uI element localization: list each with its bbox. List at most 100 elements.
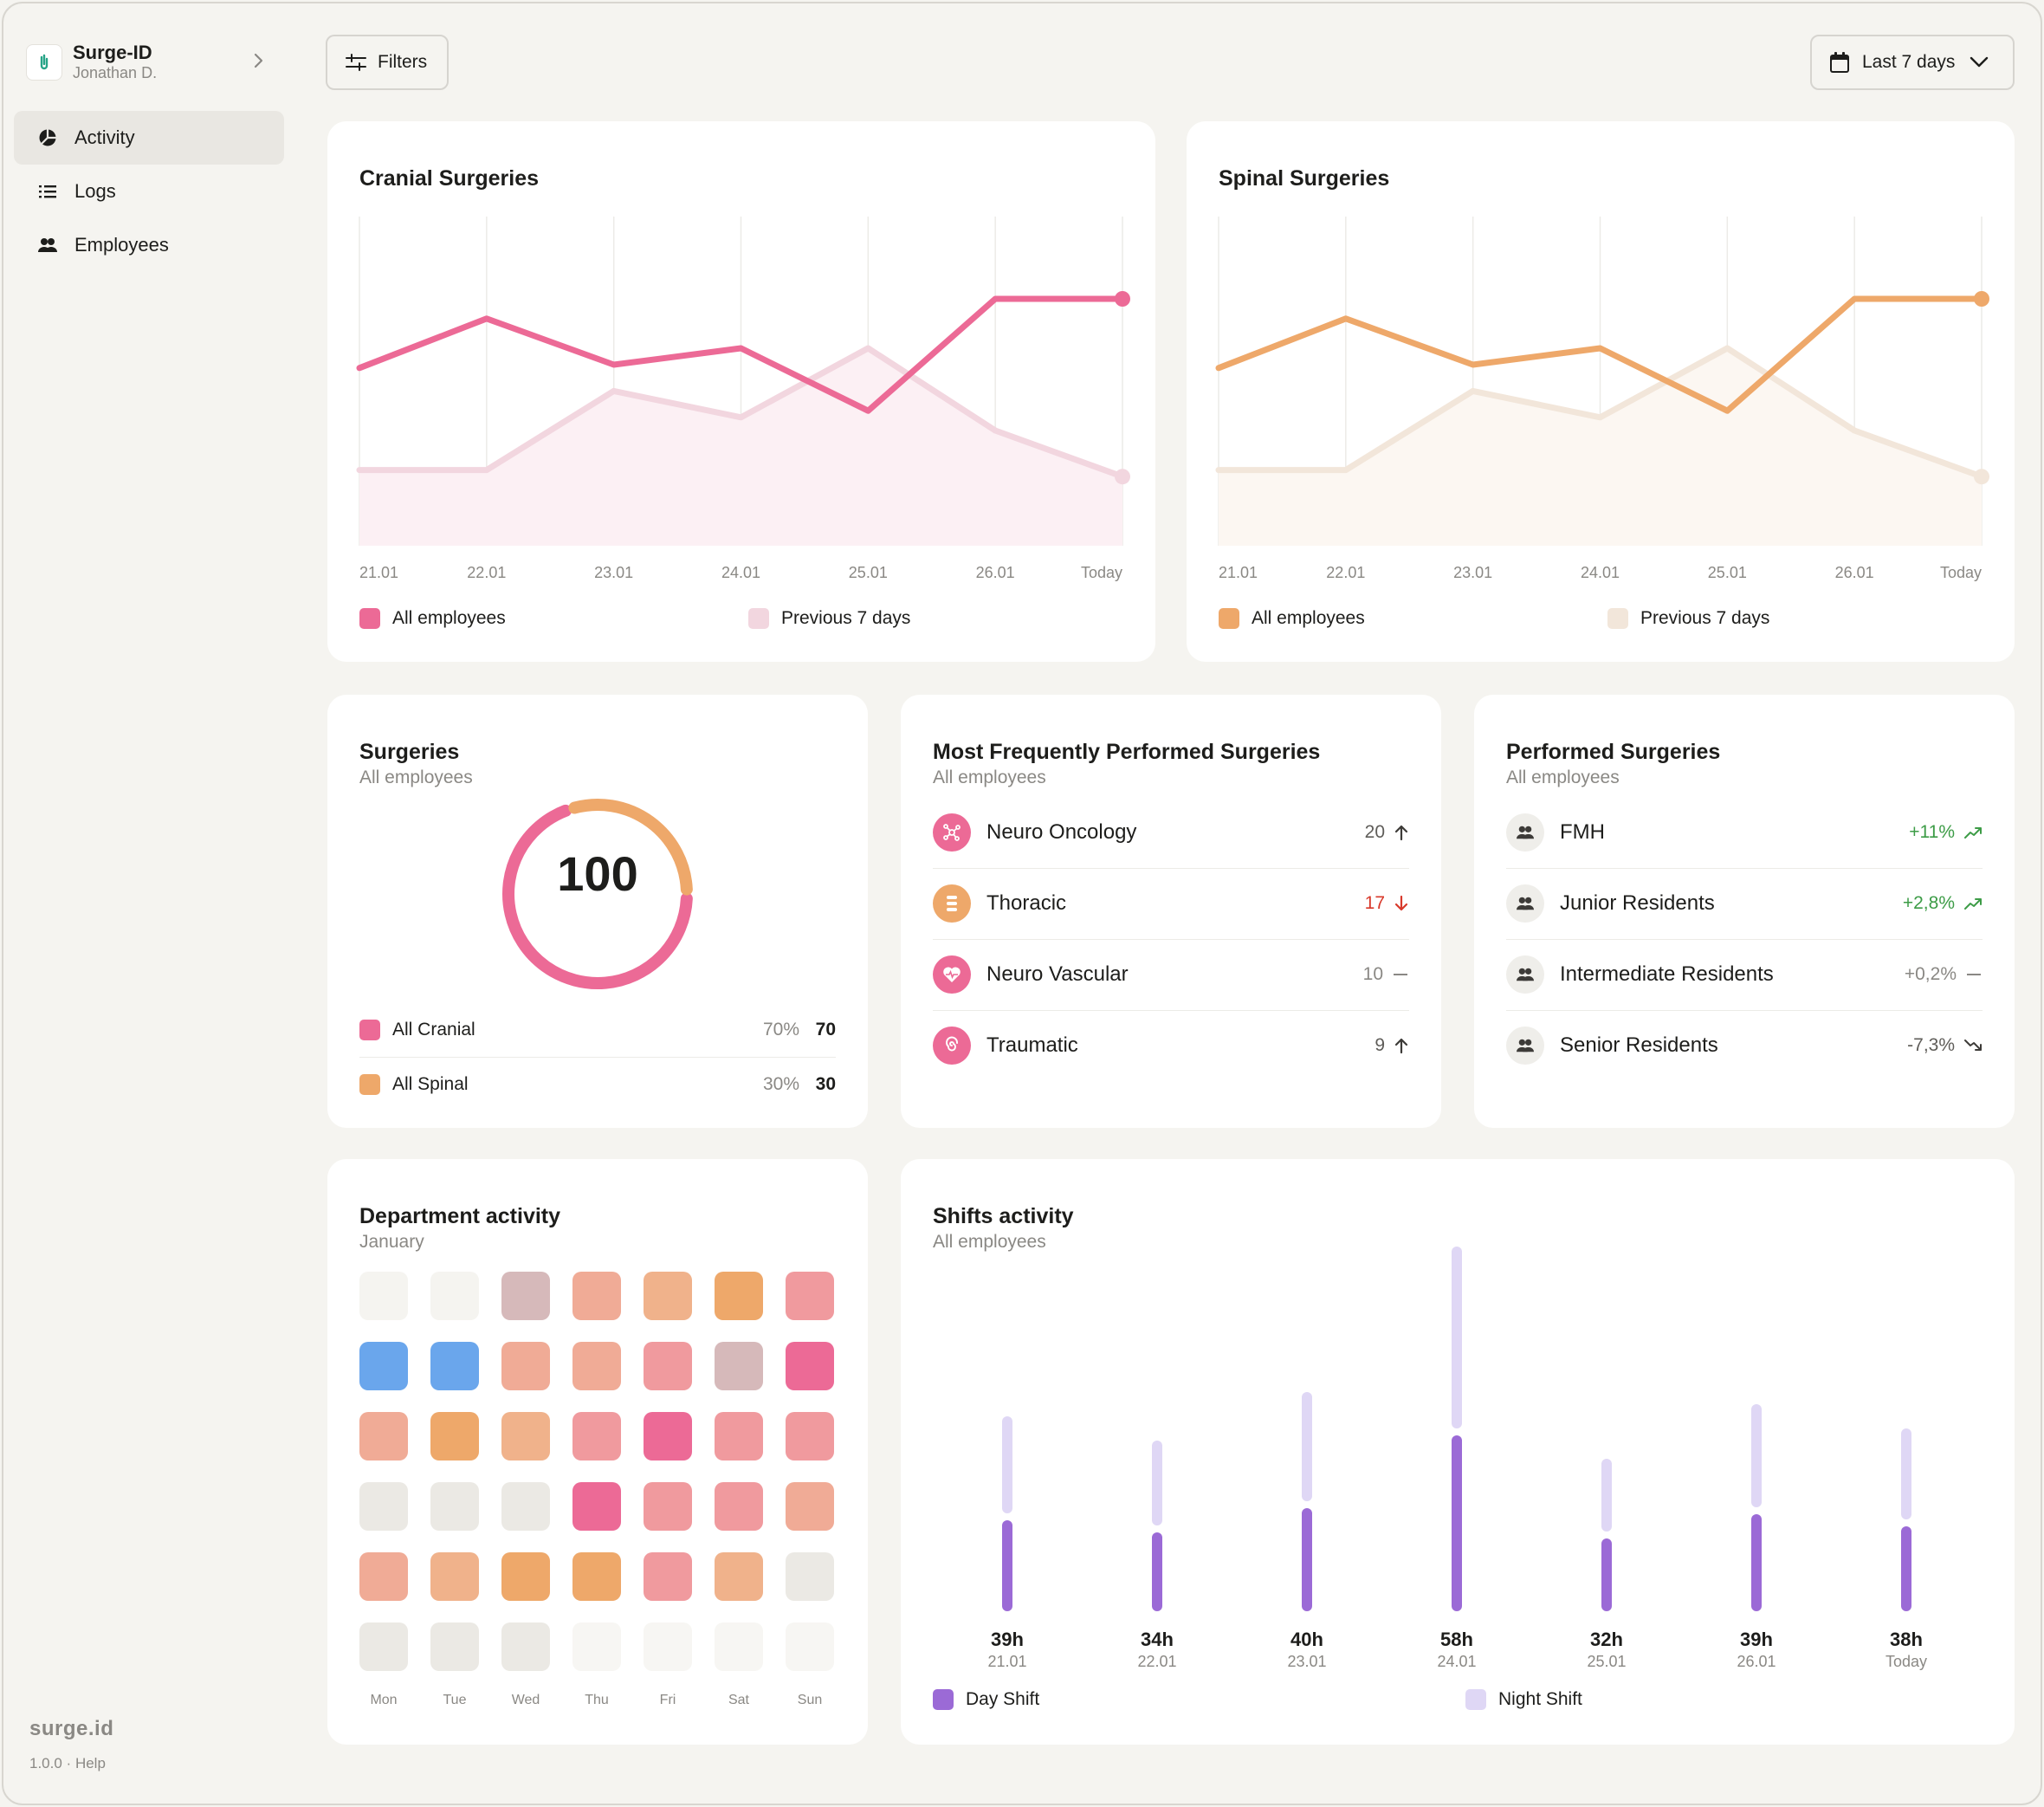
day-shift-bar[interactable] [1302, 1508, 1312, 1611]
heatmap-cell[interactable] [715, 1342, 763, 1390]
x-tick-label: 21.01 [987, 1653, 1026, 1670]
heatmap-cell[interactable] [715, 1552, 763, 1601]
row-value: 10 [1362, 964, 1383, 984]
chevron-down-icon [1970, 56, 1989, 68]
list-item[interactable]: Intermediate Residents +0,2% [1506, 939, 1983, 1010]
night-shift-bar[interactable] [1302, 1392, 1312, 1501]
sidebar-item-logs[interactable]: Logs [14, 165, 284, 218]
heatmap-cell[interactable] [572, 1342, 621, 1390]
row-percent: 30% [762, 1074, 799, 1094]
heatmap-cell[interactable] [644, 1482, 692, 1531]
surgeries-card: Surgeries All employees 100 All Cranial … [327, 695, 868, 1128]
day-shift-bar[interactable] [1002, 1520, 1012, 1611]
x-tick-label: 24.01 [1581, 564, 1620, 581]
date-range-select[interactable]: Last 7 days [1810, 35, 2015, 90]
heatmap-cell[interactable] [501, 1482, 550, 1531]
heatmap-cell[interactable] [572, 1552, 621, 1601]
list-item[interactable]: Thoracic 17 [933, 868, 1409, 939]
chevron-right-icon[interactable] [248, 50, 268, 75]
heatmap-cell[interactable] [430, 1622, 479, 1671]
day-shift-bar[interactable] [1152, 1532, 1162, 1611]
heatmap-cell[interactable] [644, 1342, 692, 1390]
heatmap-cell[interactable] [359, 1552, 408, 1601]
heatmap-cell[interactable] [430, 1482, 479, 1531]
heatmap-cell[interactable] [786, 1412, 834, 1460]
help-link[interactable]: Help [74, 1755, 106, 1771]
list-item[interactable]: Neuro Vascular 10 [933, 939, 1409, 1010]
row-label: Thoracic [986, 891, 1067, 915]
x-tick-label: 24.01 [721, 564, 760, 581]
heatmap-cell[interactable] [644, 1622, 692, 1671]
list-item[interactable]: FMH +11% [1506, 797, 1983, 868]
night-shift-bar[interactable] [1152, 1441, 1162, 1525]
dash-icon [1394, 974, 1407, 975]
heatmap-cell[interactable] [359, 1412, 408, 1460]
heatmap-cell[interactable] [572, 1412, 621, 1460]
heatmap-cell[interactable] [786, 1552, 834, 1601]
heatmap-cell[interactable] [501, 1272, 550, 1320]
sidebar-item-employees[interactable]: Employees [14, 218, 284, 272]
day-shift-bar[interactable] [1452, 1435, 1462, 1611]
night-shift-bar[interactable] [1452, 1247, 1462, 1428]
night-shift-bar[interactable] [1002, 1416, 1012, 1513]
filters-button[interactable]: Filters [326, 35, 449, 90]
heatmap-cell[interactable] [501, 1622, 550, 1671]
heatmap-cell[interactable] [786, 1272, 834, 1320]
heatmap-cell[interactable] [715, 1482, 763, 1531]
heatmap-cell[interactable] [359, 1342, 408, 1390]
heatmap-cell[interactable] [644, 1412, 692, 1460]
night-shift-bar[interactable] [1601, 1459, 1612, 1532]
row-label: Intermediate Residents [1560, 962, 1774, 986]
heatmap-cell[interactable] [786, 1482, 834, 1531]
day-shift-bar[interactable] [1601, 1538, 1612, 1611]
users-icon [1506, 1027, 1544, 1065]
heatmap-cell[interactable] [644, 1272, 692, 1320]
previous-area [1219, 348, 1982, 546]
heart-pulse-icon [933, 955, 971, 994]
sidebar-item-activity[interactable]: Activity [14, 111, 284, 165]
heatmap-cell[interactable] [359, 1272, 408, 1320]
heatmap-cell[interactable] [644, 1552, 692, 1601]
heatmap-cell[interactable] [359, 1622, 408, 1671]
day-shift-bar[interactable] [1751, 1514, 1762, 1611]
row-label: Traumatic [986, 1033, 1078, 1057]
list-item[interactable]: Neuro Oncology 20 [933, 797, 1409, 868]
spinal-line-chart: 21.01 22.01 23.01 24.01 25.01 26.01 Today [1215, 217, 1989, 581]
heatmap-cell[interactable] [786, 1342, 834, 1390]
heatmap-cell[interactable] [430, 1272, 479, 1320]
night-shift-bar[interactable] [1751, 1404, 1762, 1507]
card-subtitle: January [359, 1232, 424, 1252]
heatmap-cell[interactable] [786, 1622, 834, 1671]
neuron-icon [933, 813, 971, 852]
user-name: Jonathan D. [73, 64, 158, 81]
list-item[interactable]: Senior Residents -7,3% [1506, 1010, 1983, 1081]
donut-slice-spinal [568, 799, 693, 896]
heatmap-cell[interactable] [715, 1622, 763, 1671]
card-title: Performed Surgeries [1506, 740, 1721, 764]
x-tick-label: 21.01 [1219, 564, 1258, 581]
heatmap-cell[interactable] [572, 1622, 621, 1671]
heatmap-cell[interactable] [359, 1482, 408, 1531]
heatmap-cell[interactable] [430, 1412, 479, 1460]
list-item[interactable]: Traumatic 9 [933, 1010, 1409, 1081]
row-value: 20 [1364, 822, 1385, 842]
night-shift-bar[interactable] [1901, 1428, 1911, 1519]
heatmap-cell[interactable] [501, 1412, 550, 1460]
heatmap-cell[interactable] [430, 1552, 479, 1601]
dash-icon [1967, 974, 1981, 975]
heatmap-cell[interactable] [715, 1272, 763, 1320]
day-shift-bar[interactable] [1901, 1526, 1911, 1611]
heatmap-cell[interactable] [430, 1342, 479, 1390]
trend-up-icon [1964, 898, 1982, 910]
x-tick-label: 26.01 [1737, 1653, 1776, 1670]
account-switcher[interactable]: Surge-ID Jonathan D. [26, 38, 277, 87]
heatmap-cell[interactable] [501, 1552, 550, 1601]
heatmap-cell[interactable] [572, 1482, 621, 1531]
card-subtitle: All employees [1506, 767, 1620, 787]
list-item[interactable]: Junior Residents +2,8% [1506, 868, 1983, 939]
heatmap-cell[interactable] [572, 1272, 621, 1320]
legend-all-employees: All employees [1219, 608, 1365, 629]
bar-total-label: 39h [1740, 1629, 1773, 1650]
heatmap-cell[interactable] [501, 1342, 550, 1390]
heatmap-cell[interactable] [715, 1412, 763, 1460]
